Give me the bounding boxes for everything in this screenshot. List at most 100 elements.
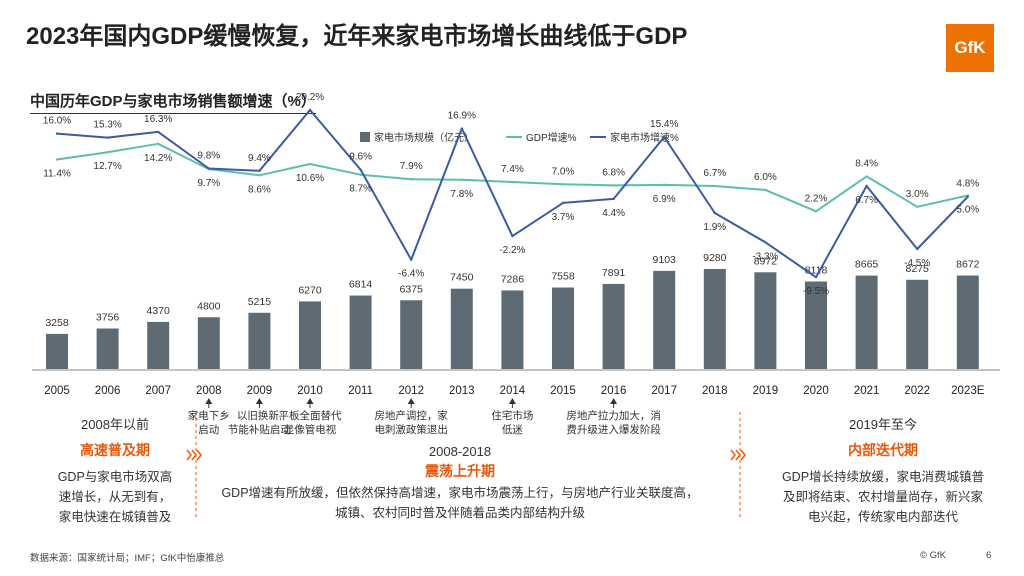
appliance-growth-value-label: -4.5%: [904, 258, 930, 269]
gdp-growth-value-label: 6.8%: [602, 167, 625, 178]
period-3-range: 2019年至今: [849, 417, 917, 432]
bar-value-label: 6814: [349, 279, 373, 291]
appliance-growth-value-label: 3.7%: [552, 212, 575, 223]
appliance-growth-value-label: 9.8%: [197, 151, 220, 162]
chevron-arrow-icon: [740, 449, 746, 461]
x-tick-label: 2018: [702, 385, 728, 397]
bar: [147, 321, 170, 369]
appliance-growth-point: [814, 275, 818, 279]
gdp-growth-value-label: 7.8%: [450, 189, 473, 200]
gdp-growth-value-label: 6.7%: [703, 168, 726, 179]
x-tick-label: 2010: [297, 385, 323, 397]
event-arrows: [186, 398, 746, 520]
x-tick-label: 2016: [601, 385, 627, 397]
gdp-growth-point: [916, 205, 919, 209]
period-2-desc-line: 城镇、农村同时普及伴随着品类内部结构升级: [334, 506, 585, 520]
period-2-desc-line: GDP增速有所放缓，但依然保持高增速，家电市场震荡上行，与房地产行业关联度高，: [221, 486, 699, 500]
bar: [197, 317, 220, 369]
copyright: © GfK: [920, 550, 947, 561]
period-3-desc-line: 电兴起，传统家电内部迭代: [807, 510, 958, 524]
appliance-growth-value-label: -6.4%: [398, 269, 424, 280]
x-tick-label: 2015: [550, 385, 576, 397]
bar-value-label: 3258: [45, 317, 69, 329]
bar-value-label: 9280: [703, 252, 727, 264]
gdp-growth-point: [561, 183, 565, 186]
legend-label: GDP增速%: [526, 131, 577, 144]
bar: [46, 333, 68, 369]
gdp-growth-point: [663, 183, 666, 187]
appliance-growth-value-label: 9.6%: [349, 152, 372, 163]
appliance-growth-value-label: 4.8%: [956, 179, 979, 190]
legend: 家电市场规模（亿元） GDP增速% 家电市场增速%: [360, 131, 679, 144]
appliance-growth-point: [258, 169, 261, 172]
appliance-growth-value-label: -2.2%: [499, 245, 525, 256]
bar-series: 3258 3756 4370 4800 5215 6270 6814 6375 7450 7286…: [45, 252, 980, 369]
event-text-line: 房地产调控，家: [374, 410, 448, 422]
event-arrow-head: [255, 398, 263, 404]
bar-value-label: 5215: [248, 296, 272, 308]
appliance-growth-value-label: 20.2%: [296, 92, 324, 103]
event-text-line: 住宅市场: [491, 410, 534, 422]
page-title: 2023年国内GDP缓慢恢复，近年来家电市场增长曲线低于GDP: [26, 23, 688, 50]
period-1-name: 高速普及期: [80, 442, 150, 458]
event-annotation: 住宅市场 低迷: [452, 409, 572, 437]
period-2-desc: GDP增速有所放缓，但依然保持高增速，家电市场震荡上行，与房地产行业关联度高， …: [200, 483, 720, 523]
period-1: 2008年以前 高速普及期 GDP与家电市场双高 速增长，从无到有， 家电快速在…: [40, 414, 190, 527]
gdp-growth-point: [258, 174, 261, 177]
bar: [805, 281, 827, 369]
appliance-growth-point: [561, 201, 565, 205]
appliance-growth-value-label: -3.3%: [752, 251, 778, 262]
x-tick-label: 2022: [904, 385, 930, 397]
appliance-growth-point: [55, 132, 59, 135]
period-3-name: 内部迭代期: [848, 442, 918, 458]
gdp-growth-point: [106, 150, 109, 154]
gdp-growth-value-label: 6.0%: [754, 172, 777, 183]
x-tick-label: 2005: [44, 385, 70, 397]
event-text-line: 费升级进入爆发阶段: [566, 424, 661, 436]
event-annotation: 以旧换新, 节能补贴启动: [199, 409, 319, 437]
gdp-growth-value-label: 9.7%: [197, 178, 220, 189]
appliance-growth-point: [460, 127, 463, 130]
event-text-line: 节能补贴启动: [227, 424, 291, 436]
appliance-growth-value-label: 16.9%: [448, 111, 476, 122]
event-text-line: 低迷: [501, 424, 523, 436]
appliance-growth-point: [764, 241, 767, 244]
gfk-logo: GfK: [946, 24, 994, 72]
bar: [855, 275, 878, 369]
event-text-line: 家电下乡: [187, 410, 230, 422]
appliance-growth-value-label: 16.3%: [144, 114, 172, 125]
bar-value-label: 8672: [956, 259, 980, 271]
chevron-arrow-icon: [735, 449, 741, 461]
event-arrow-head: [508, 398, 516, 404]
x-tick-label: 2009: [247, 385, 273, 397]
gdp-growth-value-label: 7.0%: [552, 166, 575, 177]
bar-value-label: 7286: [501, 273, 525, 285]
event-text-line: 平板全面替代: [278, 410, 342, 422]
period-2-name: 震荡上升期: [425, 463, 495, 479]
x-tick-label: 2017: [651, 385, 677, 397]
legend-swatch-bars: [360, 132, 370, 142]
event-text-line: 显像管电视: [283, 424, 337, 436]
gdp-growth-value-label: 12.7%: [93, 161, 121, 172]
x-tick-label: 2020: [803, 385, 829, 397]
gdp-growth-point: [157, 142, 160, 145]
period-1-range: 2008年以前: [81, 417, 149, 432]
event-text-line: 以旧换新,: [236, 410, 282, 422]
event-text-line: 启动: [198, 424, 220, 436]
appliance-growth-point: [106, 136, 109, 139]
gdp-growth-value-label: 8.6%: [248, 184, 271, 195]
gdp-growth-point: [511, 180, 514, 184]
gdp-growth-value-label: 14.2%: [144, 153, 172, 164]
bar-value-label: 7450: [450, 272, 474, 284]
period-3-desc: GDP增长持续放缓，家电消费城镇普 及即将结束、农村增量尚存，新兴家 电兴起，传…: [768, 467, 998, 527]
x-tick-label: 2008: [196, 385, 222, 397]
appliance-growth-value-label: 15.4%: [650, 119, 678, 130]
event-annotation: 房地产拉力加大，消 费升级进入爆发阶段: [554, 409, 674, 437]
bar: [552, 287, 574, 369]
appliance-growth-point: [966, 195, 969, 198]
bar-value-label: 4800: [197, 300, 221, 312]
bar: [349, 295, 372, 369]
bar-value-label: 8118: [805, 264, 828, 276]
chevron-arrow-icon: [186, 449, 192, 461]
event-annotation: 房地产调控，家 电刺激政策退出: [351, 409, 471, 437]
